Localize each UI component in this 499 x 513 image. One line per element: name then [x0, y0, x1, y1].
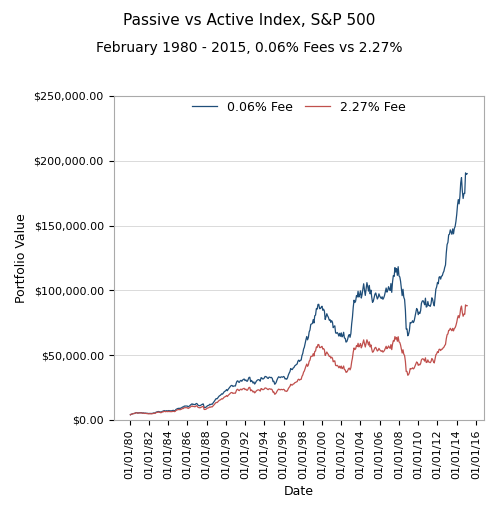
Text: Passive vs Active Index, S&P 500: Passive vs Active Index, S&P 500: [123, 13, 376, 28]
Line: 0.06% Fee: 0.06% Fee: [130, 173, 467, 415]
X-axis label: Date: Date: [284, 485, 314, 498]
Legend: 0.06% Fee, 2.27% Fee: 0.06% Fee, 2.27% Fee: [187, 96, 411, 119]
Line: 2.27% Fee: 2.27% Fee: [130, 305, 467, 415]
Y-axis label: Portfolio Value: Portfolio Value: [15, 213, 28, 303]
Text: February 1980 - 2015, 0.06% Fees vs 2.27%: February 1980 - 2015, 0.06% Fees vs 2.27…: [96, 41, 403, 55]
